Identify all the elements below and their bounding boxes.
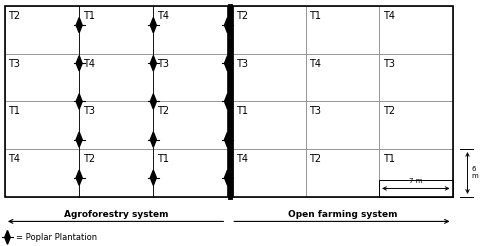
Bar [232, 6, 306, 54]
Bar [306, 54, 379, 101]
Text: T3: T3 [236, 59, 248, 69]
Polygon shape [76, 18, 82, 33]
Text: T3: T3 [310, 107, 322, 116]
Text: T4: T4 [382, 11, 394, 21]
Bar [154, 149, 228, 197]
Text: T1: T1 [8, 107, 20, 116]
Text: T4: T4 [82, 59, 94, 69]
Polygon shape [150, 170, 156, 185]
Bar [232, 149, 306, 197]
Bar [79, 6, 154, 54]
Text: T2: T2 [8, 11, 20, 21]
Bar [5, 101, 79, 149]
Text: T4: T4 [157, 11, 169, 21]
Bar [306, 101, 379, 149]
Polygon shape [224, 170, 230, 185]
Bar [379, 6, 452, 54]
Bar [379, 180, 452, 197]
Text: T2: T2 [82, 154, 95, 164]
Text: T1: T1 [157, 154, 169, 164]
Text: T1: T1 [382, 154, 394, 164]
Text: T1: T1 [236, 107, 248, 116]
Bar [5, 54, 79, 101]
Text: T1: T1 [82, 11, 94, 21]
Text: Open farming system: Open farming system [288, 210, 397, 219]
Bar [154, 101, 228, 149]
Text: = Poplar Plantation: = Poplar Plantation [16, 233, 98, 242]
Bar [379, 54, 452, 101]
Polygon shape [224, 18, 230, 33]
Text: Agroforestry system: Agroforestry system [64, 210, 168, 219]
Bar [232, 54, 306, 101]
Bar [79, 54, 154, 101]
Bar [232, 6, 452, 197]
Polygon shape [224, 56, 230, 71]
Text: T2: T2 [236, 11, 248, 21]
Text: T2: T2 [157, 107, 169, 116]
Bar [5, 149, 79, 197]
Text: 7 m: 7 m [409, 178, 422, 184]
Polygon shape [150, 18, 156, 33]
Bar [306, 6, 379, 54]
Polygon shape [76, 56, 82, 71]
Polygon shape [224, 132, 230, 147]
Text: T3: T3 [82, 107, 94, 116]
Polygon shape [150, 132, 156, 147]
Text: 6
m: 6 m [472, 167, 478, 180]
Polygon shape [4, 231, 10, 244]
Bar [306, 149, 379, 197]
Text: T4: T4 [236, 154, 248, 164]
Bar [379, 149, 452, 197]
Text: T2: T2 [382, 107, 395, 116]
Bar [79, 101, 154, 149]
Bar [232, 101, 306, 149]
Text: T4: T4 [310, 59, 322, 69]
Bar [379, 101, 452, 149]
Polygon shape [76, 132, 82, 147]
Bar [5, 6, 228, 197]
Bar [154, 6, 228, 54]
Bar [154, 54, 228, 101]
Polygon shape [150, 56, 156, 71]
Polygon shape [76, 94, 82, 109]
Text: T2: T2 [310, 154, 322, 164]
Text: T4: T4 [8, 154, 20, 164]
Polygon shape [150, 94, 156, 109]
Bar [79, 149, 154, 197]
Bar [5, 6, 79, 54]
Polygon shape [224, 94, 230, 109]
Polygon shape [76, 170, 82, 185]
Text: T3: T3 [382, 59, 394, 69]
Text: T3: T3 [8, 59, 20, 69]
Text: T3: T3 [157, 59, 169, 69]
Text: T1: T1 [310, 11, 322, 21]
